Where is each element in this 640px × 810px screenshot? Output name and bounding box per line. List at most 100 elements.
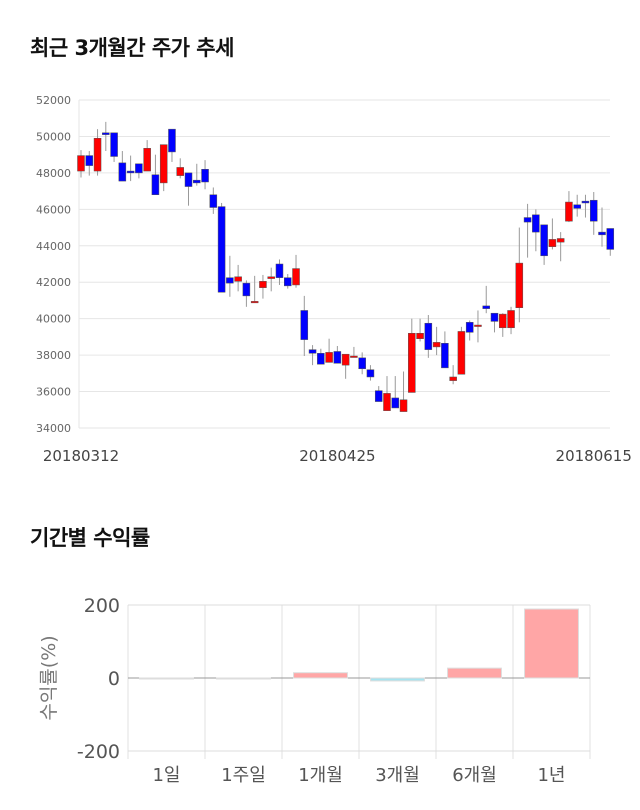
candle — [548, 218, 557, 250]
candle — [267, 267, 275, 292]
candle — [408, 318, 416, 393]
candle — [606, 228, 615, 256]
candle-body — [499, 313, 507, 329]
candle-body — [259, 281, 267, 288]
candle-body — [184, 172, 193, 187]
candle — [598, 207, 606, 247]
candle-body — [341, 353, 350, 366]
x-tick-label: 20180425 — [299, 447, 375, 465]
candle — [391, 376, 400, 409]
candle-body — [408, 332, 416, 393]
candle — [126, 155, 135, 182]
candle-body — [317, 353, 325, 365]
candle-body — [441, 343, 449, 369]
candle — [193, 163, 201, 186]
candle-body — [242, 282, 251, 297]
y-axis-label: 수익률(%) — [38, 635, 60, 720]
candle-body — [457, 331, 466, 375]
candle-body — [284, 277, 292, 287]
candle-body — [515, 262, 524, 308]
candle-body — [581, 200, 590, 204]
candle-body — [399, 399, 408, 412]
candle — [317, 348, 325, 365]
candle — [93, 129, 102, 176]
candle — [366, 365, 375, 381]
candle-body — [126, 170, 135, 174]
candle-body — [159, 144, 168, 184]
candle-body — [606, 228, 615, 250]
y-tick-label: 52000 — [36, 94, 71, 107]
candle-body — [85, 155, 94, 166]
candle-body — [308, 349, 317, 354]
candle-body — [193, 179, 201, 184]
candle-body — [201, 168, 209, 183]
candle — [383, 376, 391, 411]
candle — [333, 346, 342, 364]
y-tick-label: 48000 — [36, 167, 71, 180]
x-tick-label: 20180312 — [43, 447, 119, 465]
bar — [293, 672, 348, 679]
candle — [143, 140, 151, 172]
candle-body — [449, 376, 457, 381]
candle-body — [176, 167, 184, 176]
candle-body — [532, 214, 540, 233]
returns-title: 기간별 수익률 — [30, 526, 150, 550]
candle — [102, 121, 110, 152]
y-tick-label: 36000 — [36, 386, 71, 399]
candle — [507, 306, 515, 335]
candle — [532, 209, 540, 252]
candle-body — [374, 390, 383, 402]
x-tick-label: 20180615 — [556, 447, 632, 465]
x-tick-label: 1년 — [537, 765, 565, 786]
candle-body — [300, 310, 309, 340]
candle — [201, 160, 209, 190]
candle-body — [143, 148, 151, 172]
candle — [424, 315, 433, 358]
candle — [350, 346, 358, 358]
candle-body — [366, 369, 375, 378]
candle-body — [292, 268, 300, 286]
candle — [341, 353, 350, 379]
candle — [217, 202, 226, 293]
candle — [300, 295, 309, 357]
candle — [449, 365, 457, 385]
candle-body — [267, 276, 275, 279]
candle-body — [118, 162, 127, 182]
candle-body — [391, 397, 400, 409]
y-tick-label: -200 — [77, 741, 120, 763]
y-tick-label: 44000 — [36, 240, 71, 253]
candle — [275, 259, 284, 285]
candle-body — [168, 128, 176, 153]
y-tick-label: 38000 — [36, 349, 71, 362]
candle — [490, 312, 499, 333]
candle — [242, 280, 251, 307]
y-tick-label: 0 — [108, 668, 120, 690]
candle — [168, 128, 176, 162]
candle-body — [217, 206, 226, 293]
bar — [216, 677, 271, 680]
candle — [540, 224, 548, 265]
candle — [465, 320, 474, 341]
candle — [441, 331, 449, 369]
y-tick-label: 42000 — [36, 276, 71, 289]
candle — [292, 254, 300, 288]
candle — [250, 275, 259, 304]
candle-body — [350, 355, 358, 358]
candle-body — [77, 155, 85, 172]
candle — [226, 255, 234, 297]
candle-body — [507, 310, 515, 329]
candle-body — [275, 263, 284, 278]
y-tick-label: 200 — [84, 595, 120, 617]
candle — [474, 310, 482, 343]
candle — [176, 158, 184, 179]
candle-body — [383, 393, 391, 411]
candle — [308, 345, 317, 366]
candle — [416, 318, 424, 342]
candle — [399, 371, 408, 412]
candle — [499, 313, 507, 337]
x-tick-label: 1주일 — [221, 765, 266, 786]
candle — [234, 264, 242, 292]
candle — [589, 192, 598, 235]
price-trend-title: 최근 3개월간 주가 추세 — [30, 36, 234, 60]
candle-body — [102, 132, 110, 135]
